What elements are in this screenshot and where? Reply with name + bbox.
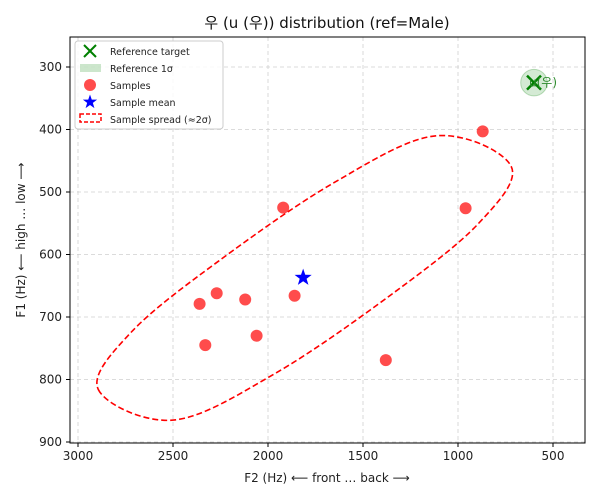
sample-point [379, 354, 392, 367]
y-tick-label: 300 [39, 60, 62, 74]
reference-target-annotation: u(우) [529, 76, 557, 90]
sample-point [193, 297, 206, 310]
legend: Reference target Reference 1σ Samples Sa… [74, 40, 224, 130]
sample-point [250, 329, 263, 342]
sample-mean-star [294, 268, 312, 285]
y-tick-label: 700 [39, 310, 62, 324]
legend-item-reference-sigma: Reference 1σ [80, 64, 173, 75]
y-tick-label: 600 [39, 248, 62, 262]
y-tick-label: 400 [39, 123, 62, 137]
ticks: 3000 2500 2000 1500 1000 500 300 400 500 600 700 80… [39, 60, 564, 463]
y-tick-label: 500 [39, 185, 62, 199]
legend-label-sample-mean: Sample mean [110, 98, 176, 109]
legend-box [74, 40, 224, 130]
sample-point [288, 289, 301, 302]
reference-target-stroke [526, 74, 542, 91]
legend-x-marker-icon [83, 44, 97, 58]
sample-spread-ellipse [96, 134, 514, 422]
legend-circle-marker-icon [84, 79, 96, 91]
chart-title: 우 (u (우)) distribution (ref=Male) [204, 14, 449, 32]
sample-point [459, 202, 472, 215]
sample-point [199, 339, 212, 352]
sample-point [277, 201, 290, 214]
legend-label-reference-target: Reference target [110, 47, 190, 58]
x-tick-label: 1000 [443, 449, 474, 463]
legend-item-sample-spread: Sample spread (≈2σ) [79, 113, 211, 126]
legend-dashed-swatch-icon [79, 113, 102, 123]
legend-label-samples: Samples [110, 81, 151, 92]
plot-frame [69, 36, 586, 444]
y-tick-label: 900 [39, 435, 62, 449]
legend-item-sample-mean: Sample mean [82, 94, 176, 109]
sample-point [476, 125, 489, 138]
x-tick-label: 1500 [348, 449, 379, 463]
reference-target-x-marker [526, 74, 542, 91]
x-tick-label: 500 [542, 449, 565, 463]
spread-ellipse-layer [96, 134, 514, 422]
legend-label-sample-spread: Sample spread (≈2σ) [110, 115, 211, 126]
legend-star-marker-icon [82, 94, 98, 109]
x-tick-label: 2500 [158, 449, 189, 463]
legend-label-reference-sigma: Reference 1σ [110, 64, 173, 75]
y-axis-title: F1 (Hz) ⟵ high … low ⟶ [14, 162, 28, 317]
legend-item-reference-target: Reference target [83, 44, 190, 58]
points-layer [193, 125, 489, 367]
x-axis-title: F2 (Hz) ⟵ front … back ⟶ [244, 471, 410, 485]
x-tick-label: 2000 [253, 449, 284, 463]
legend-area-swatch-icon [80, 64, 101, 72]
sample-point [210, 287, 223, 300]
legend-item-samples: Samples [84, 79, 151, 92]
y-tick-label: 800 [39, 373, 62, 387]
x-tick-label: 3000 [63, 449, 94, 463]
grid [70, 37, 585, 443]
reference-layer: u(우) [520, 68, 557, 97]
sample-point [239, 293, 252, 306]
